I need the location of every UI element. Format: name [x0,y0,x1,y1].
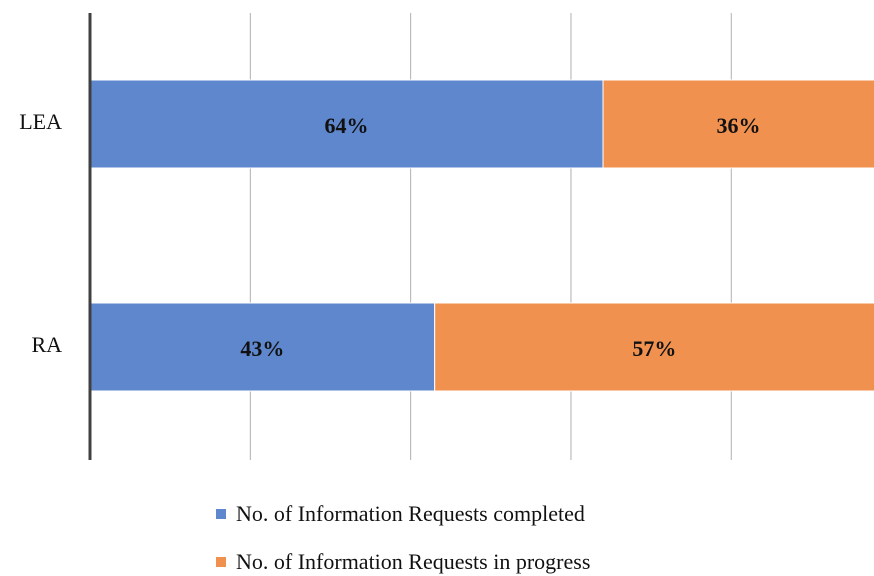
y-tick-label: LEA [19,109,62,134]
legend-label: No. of Information Requests completed [236,501,585,526]
data-label: 43% [240,336,284,361]
bar [602,79,874,169]
y-tick-label: RA [31,332,62,357]
legend-swatch [216,509,226,519]
bar [434,302,874,392]
data-label: 64% [325,113,369,138]
bar [89,79,604,169]
legend-label: No. of Information Requests in progress [236,549,590,574]
bar [89,302,436,392]
data-label: 36% [717,113,761,138]
legend-swatch [216,557,226,567]
data-label: 57% [632,336,676,361]
